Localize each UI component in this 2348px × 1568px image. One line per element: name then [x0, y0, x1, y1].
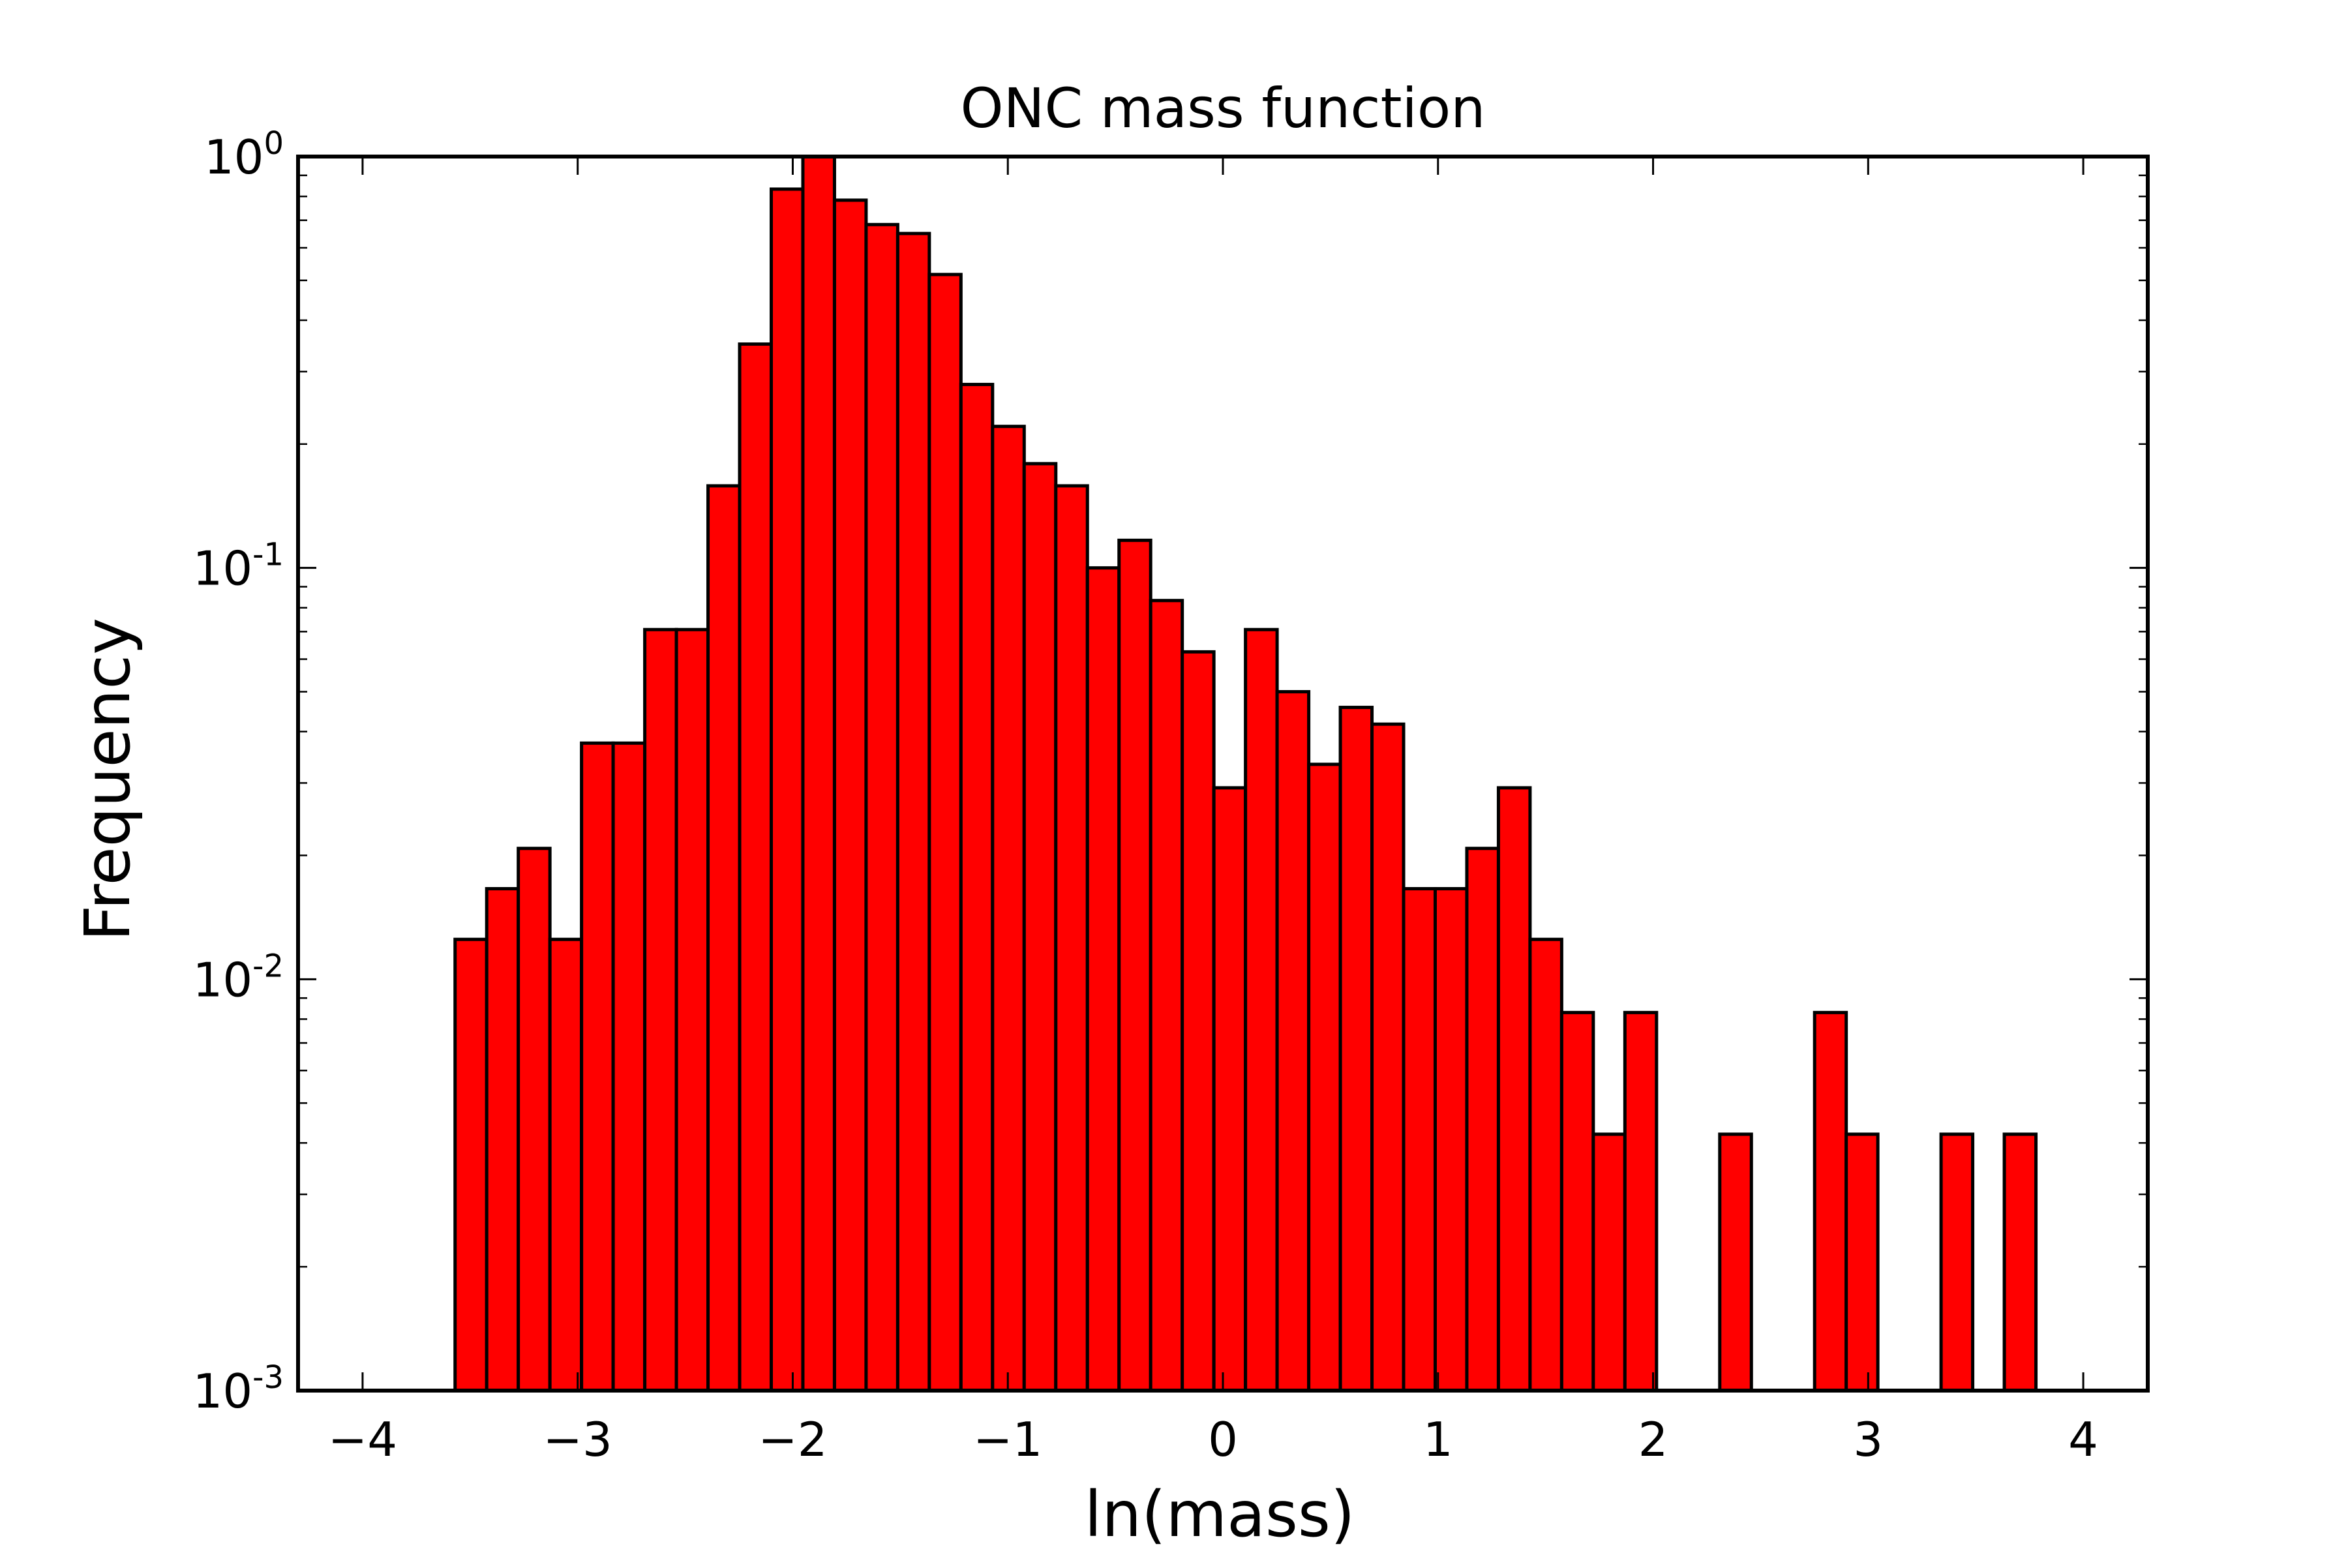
histogram-bar: [706, 484, 742, 1393]
tick-labels-layer: −4 −3 −2 −1 0 1 2 3 4 10-3 10-2 10-1 100: [193, 125, 2098, 1467]
histogram-bar: [769, 187, 805, 1393]
histogram-bar: [517, 847, 552, 1393]
x-tick-label: 3: [1853, 1412, 1883, 1467]
histogram-bar: [1149, 599, 1184, 1393]
y-axis-label: Frequency: [71, 618, 144, 941]
histogram-bar: [1117, 538, 1152, 1393]
x-tick-label: −3: [543, 1412, 612, 1467]
histogram-bar: [1718, 1132, 1753, 1393]
x-tick-label: −2: [758, 1412, 827, 1467]
chart-title: ONC mass function: [961, 76, 1486, 140]
histogram-bar: [959, 382, 995, 1393]
histogram-bar: [674, 627, 710, 1393]
histogram-bar: [611, 741, 647, 1393]
histogram-bar: [1370, 722, 1406, 1393]
histogram-bar: [801, 155, 836, 1393]
histogram-bar: [738, 342, 773, 1393]
x-tick-label: 2: [1638, 1412, 1668, 1467]
histogram-bar: [1433, 887, 1469, 1393]
histogram-bar: [1559, 1010, 1595, 1393]
histogram-bar: [1939, 1132, 1975, 1393]
bars-layer: [453, 155, 2038, 1393]
y-tick-label: 10-1: [193, 537, 284, 596]
histogram-bar: [1623, 1010, 1659, 1393]
histogram-bar: [1844, 1132, 1880, 1393]
plot-frame: [296, 155, 2150, 1393]
histogram-bar: [1402, 887, 1437, 1393]
histogram-bar: [1275, 690, 1311, 1393]
histogram-bar: [1022, 462, 1058, 1393]
histogram-bar: [1496, 786, 1532, 1393]
histogram-bar: [927, 273, 963, 1393]
x-axis-label: ln(mass): [1085, 1478, 1355, 1551]
histogram-bar: [991, 425, 1026, 1393]
histogram-bar: [1338, 706, 1374, 1393]
histogram-bar: [1054, 484, 1089, 1393]
histogram-bar: [1307, 762, 1342, 1393]
histogram-bar: [485, 887, 520, 1393]
y-tick-label: 100: [204, 125, 284, 185]
histogram-bar: [832, 198, 868, 1393]
histogram-bar: [1244, 627, 1279, 1393]
histogram-bar: [643, 627, 678, 1393]
histogram-bar: [2002, 1132, 2038, 1393]
histogram-bar: [1181, 650, 1216, 1393]
histogram-bar: [864, 222, 899, 1393]
histogram-bar: [548, 937, 584, 1393]
histogram-bar: [1465, 847, 1500, 1393]
x-tick-label: −1: [973, 1412, 1042, 1467]
histogram-bar: [1085, 566, 1121, 1393]
histogram-bar: [453, 937, 489, 1393]
x-tick-label: 0: [1208, 1412, 1238, 1467]
x-tick-label: 4: [2068, 1412, 2098, 1467]
x-tick-label: 1: [1423, 1412, 1453, 1467]
histogram-bar: [896, 232, 931, 1393]
x-tick-label: −4: [328, 1412, 397, 1467]
histogram-bar: [580, 741, 615, 1393]
y-tick-label: 10-2: [193, 948, 284, 1007]
histogram-bar: [1591, 1132, 1627, 1393]
y-tick-label: 10-3: [193, 1359, 284, 1419]
histogram-bar: [1212, 786, 1248, 1393]
histogram-bar: [1813, 1010, 1848, 1393]
histogram-bar: [1528, 937, 1563, 1393]
